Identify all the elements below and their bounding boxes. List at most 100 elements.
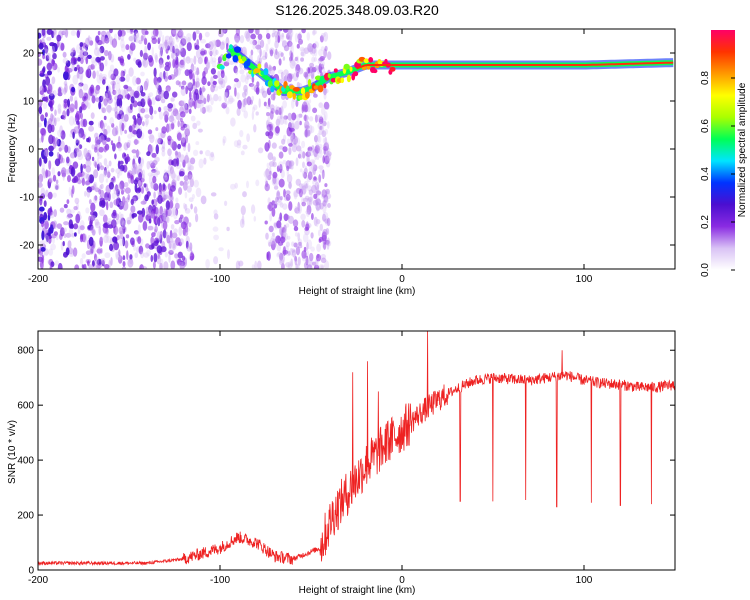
noise-blob — [82, 164, 87, 169]
noise-blob — [185, 56, 191, 64]
noise-blob — [273, 222, 276, 227]
noise-blob — [251, 204, 256, 214]
noise-blob — [264, 142, 270, 152]
noise-blob — [115, 251, 119, 260]
noise-blob — [163, 261, 169, 269]
noise-blob — [300, 48, 307, 57]
noise-blob — [44, 234, 50, 244]
noise-blob — [168, 115, 175, 123]
noise-blob — [54, 137, 59, 147]
noise-blob — [226, 58, 230, 64]
noise-blob — [267, 251, 271, 261]
noise-blob — [54, 158, 61, 167]
noise-blob — [195, 213, 199, 223]
noise-blob — [139, 85, 144, 94]
noise-blob — [127, 54, 131, 60]
noise-blob — [306, 239, 313, 250]
noise-blob — [298, 188, 303, 198]
noise-blob — [205, 61, 210, 71]
noise-blob — [54, 109, 57, 116]
noise-blob — [165, 208, 168, 218]
noise-blob — [308, 189, 313, 196]
noise-blob — [153, 252, 158, 263]
noise-blob — [80, 75, 83, 85]
noise-blob — [309, 252, 314, 262]
noise-blob — [293, 189, 299, 198]
noise-blob — [102, 79, 106, 85]
noise-blob — [313, 93, 318, 98]
noise-blob — [122, 255, 126, 261]
noise-blob — [102, 122, 108, 128]
noise-blob — [41, 133, 44, 143]
noise-blob — [56, 151, 60, 159]
noise-blob — [203, 157, 207, 165]
noise-blob — [122, 200, 129, 211]
noise-blob — [315, 259, 319, 268]
noise-blob — [109, 64, 115, 72]
noise-blob — [318, 229, 321, 237]
noise-blob — [196, 77, 200, 83]
noise-blob — [195, 141, 200, 146]
noise-blob — [95, 97, 100, 103]
noise-blob — [47, 191, 53, 200]
noise-blob — [153, 76, 158, 86]
noise-blob — [285, 190, 291, 195]
noise-blob — [315, 190, 322, 196]
noise-blob — [107, 106, 112, 114]
noise-blob — [306, 211, 310, 217]
noise-blob — [294, 32, 299, 43]
noise-blob — [115, 168, 121, 174]
noise-blob — [48, 227, 52, 236]
noise-blob — [170, 97, 175, 102]
noise-blob — [178, 261, 184, 267]
noise-blob — [57, 66, 60, 73]
noise-blob — [289, 247, 294, 256]
noise-blob — [43, 212, 48, 221]
noise-blob — [306, 241, 309, 250]
noise-blob — [319, 202, 324, 210]
noise-blob — [299, 168, 303, 173]
noise-blob — [289, 160, 292, 170]
noise-blob — [325, 102, 330, 110]
noise-blob — [154, 225, 158, 233]
noise-blob — [114, 111, 118, 119]
noise-blob — [262, 87, 266, 94]
noise-blob — [324, 128, 329, 135]
noise-blob — [209, 50, 213, 57]
noise-blob — [298, 113, 303, 118]
noise-blob — [255, 44, 262, 50]
snr-ticks: -200 -100 0 100 0 200 400 600 800 — [17, 331, 675, 586]
carrier-blob — [372, 69, 378, 74]
noise-blob — [169, 138, 175, 148]
carrier-blob — [234, 46, 241, 53]
noise-blob — [78, 133, 82, 139]
noise-blob — [212, 74, 218, 79]
noise-blob — [187, 160, 192, 171]
noise-blob — [138, 172, 143, 181]
noise-blob — [38, 137, 42, 144]
noise-blob — [325, 228, 330, 235]
noise-blob — [64, 29, 69, 38]
noise-blob — [106, 125, 111, 134]
noise-blob — [100, 34, 106, 45]
noise-blob — [159, 205, 163, 215]
noise-blob — [272, 174, 277, 185]
noise-blob — [307, 146, 313, 152]
noise-blob — [99, 209, 105, 217]
noise-blob — [297, 238, 303, 247]
noise-blob — [307, 196, 313, 202]
noise-blob — [143, 252, 150, 258]
noise-blob — [288, 201, 293, 211]
noise-blob — [54, 183, 60, 191]
noise-blob — [147, 42, 152, 51]
noise-blob — [272, 29, 276, 35]
noise-blob — [243, 84, 248, 93]
noise-blob — [171, 240, 177, 250]
noise-blob — [309, 45, 313, 55]
noise-blob — [152, 175, 157, 184]
noise-blob — [68, 186, 72, 197]
noise-blob — [169, 185, 176, 192]
noise-blob — [174, 220, 180, 225]
noise-blob — [307, 43, 314, 53]
noise-blob — [287, 29, 293, 34]
